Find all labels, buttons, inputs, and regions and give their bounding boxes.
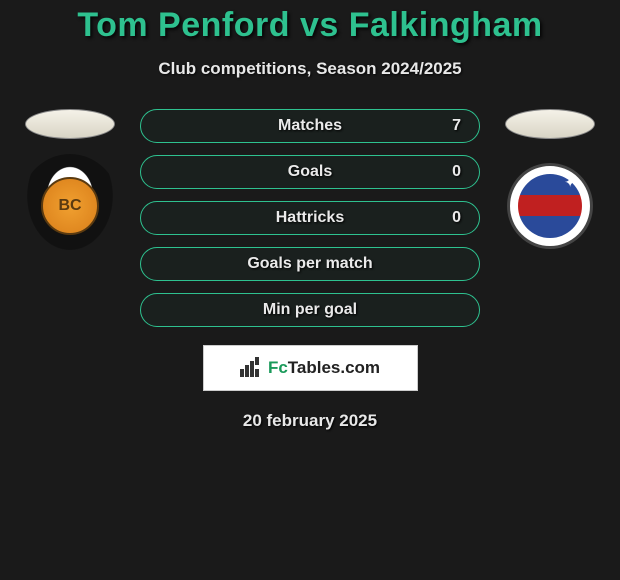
stat-row-matches: Matches 7	[140, 109, 480, 143]
stat-label: Hattricks	[276, 209, 344, 227]
page-title: Tom Penford vs Falkingham	[0, 6, 620, 45]
fctables-logo[interactable]: FcTables.com	[203, 345, 418, 391]
logo-text: FcTables.com	[268, 358, 380, 378]
stat-pills: Matches 7 Goals 0 Hattricks 0 Goals per …	[140, 109, 480, 327]
badge-left-initials: BC	[41, 177, 99, 235]
stat-row-hattricks: Hattricks 0	[140, 201, 480, 235]
stat-label: Goals	[288, 163, 332, 181]
logo-prefix: Fc	[268, 358, 288, 377]
player-photo-left	[25, 109, 115, 139]
logo-suffix: Tables.com	[288, 358, 380, 377]
stat-row-min-per-goal: Min per goal	[140, 293, 480, 327]
stats-area: BC Matches 7 Goals 0 Hattricks 0 Goals p…	[0, 109, 620, 327]
stat-value: 0	[452, 163, 461, 181]
club-badge-right	[507, 163, 593, 249]
stat-label: Goals per match	[247, 255, 372, 273]
left-column: BC	[20, 109, 120, 261]
stat-value: 0	[452, 209, 461, 227]
comparison-card: Tom Penford vs Falkingham Club competiti…	[0, 0, 620, 431]
subtitle: Club competitions, Season 2024/2025	[0, 59, 620, 79]
player-photo-right	[505, 109, 595, 139]
stat-value: 7	[452, 117, 461, 135]
date-text: 20 february 2025	[0, 411, 620, 431]
stat-row-goals: Goals 0	[140, 155, 480, 189]
club-badge-left: BC	[20, 151, 120, 261]
bars-icon	[240, 359, 262, 377]
stat-row-goals-per-match: Goals per match	[140, 247, 480, 281]
stat-label: Matches	[278, 117, 342, 135]
right-column	[500, 109, 600, 261]
club-badge-right-wrap	[500, 151, 600, 261]
stat-label: Min per goal	[263, 301, 357, 319]
